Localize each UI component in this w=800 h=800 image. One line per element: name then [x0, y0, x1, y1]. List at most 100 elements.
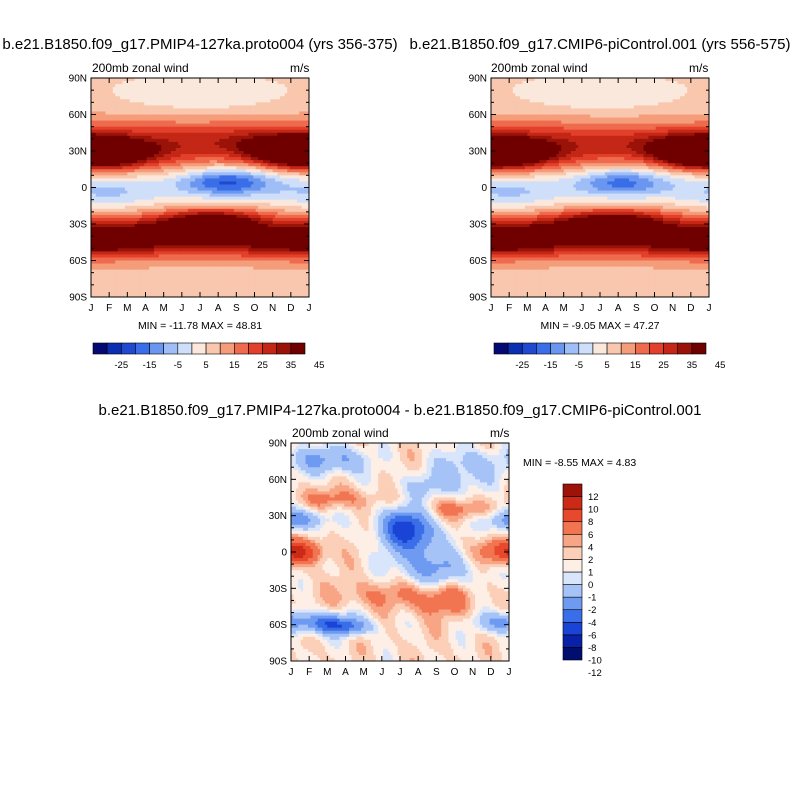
colorbar-label: -5 [575, 360, 583, 371]
colorbar-label: -1 [588, 593, 596, 604]
colorbar-label: -5 [174, 360, 182, 371]
colorbar-box [562, 634, 583, 648]
y-tick-label: 30S [69, 220, 87, 231]
x-tick-label: J [379, 667, 384, 678]
colorbar-box [562, 546, 583, 560]
colorbar-box [493, 342, 509, 355]
colorbar-box [290, 342, 306, 355]
colorbar-box [562, 584, 583, 598]
x-tick-label: J [198, 303, 203, 314]
colorbar-box [562, 483, 583, 497]
colorbar-label: 25 [658, 360, 669, 371]
colorbar-box [163, 342, 179, 355]
x-tick-label: S [233, 303, 240, 314]
colorbar-box [562, 571, 583, 585]
colorbar-label: 35 [687, 360, 698, 371]
y-tick-label: 60N [469, 110, 487, 121]
x-tick-label: J [489, 303, 494, 314]
colorbar-box [276, 342, 292, 355]
panel3-left-label: 200mb zonal wind [292, 426, 389, 440]
colorbar-box [205, 342, 221, 355]
x-tick-label: N [669, 303, 676, 314]
heatmap-cells [91, 78, 310, 298]
colorbar-box [562, 647, 583, 661]
x-tick-label: M [523, 303, 531, 314]
y-tick-label: 0 [481, 183, 487, 194]
colorbar-label: -10 [588, 656, 602, 667]
x-tick-label: O [451, 667, 459, 678]
colorbar-label: 2 [588, 555, 593, 566]
y-tick-label: 0 [81, 183, 87, 194]
colorbar-box [92, 342, 108, 355]
x-tick-label: J [707, 303, 712, 314]
x-tick-label: S [433, 667, 440, 678]
colorbar-box [219, 342, 235, 355]
x-tick-label: O [651, 303, 659, 314]
colorbar-box [521, 342, 537, 355]
x-tick-label: N [469, 667, 476, 678]
colorbar-label: -25 [515, 360, 529, 371]
colorbar-label: 5 [604, 360, 609, 371]
x-tick-label: D [487, 667, 494, 678]
panel2-stats: MIN = -9.05 MAX = 47.27 [540, 320, 660, 332]
x-tick-label: A [542, 303, 549, 314]
x-tick-label: A [142, 303, 149, 314]
colorbar-box [234, 342, 249, 355]
colorbar-label: 10 [588, 505, 599, 516]
colorbar-box [149, 342, 164, 355]
colorbar-label: 12 [588, 492, 599, 503]
colorbar-box [562, 496, 583, 510]
colorbar-label: 4 [588, 542, 593, 553]
y-tick-label: 30N [269, 511, 287, 522]
colorbar-box [248, 342, 263, 355]
x-tick-label: J [598, 303, 603, 314]
y-tick-label: 60N [69, 110, 87, 121]
x-tick-label: J [579, 303, 584, 314]
colorbar-box [663, 342, 679, 355]
y-tick-label: 30N [69, 147, 87, 158]
colorbar-box [562, 621, 583, 636]
y-tick-label: 90N [469, 74, 487, 85]
colorbar-label: 5 [203, 360, 208, 371]
x-tick-label: M [323, 667, 331, 678]
x-tick-label: J [179, 303, 184, 314]
y-tick-label: 60S [69, 256, 87, 267]
x-tick-label: S [633, 303, 640, 314]
colorbar-label: -15 [143, 360, 157, 371]
colorbar-box [120, 342, 136, 355]
colorbar-label: -15 [544, 360, 558, 371]
x-tick-label: A [342, 667, 349, 678]
x-tick-label: D [287, 303, 294, 314]
x-tick-label: J [289, 667, 294, 678]
colorbar-box [606, 342, 622, 355]
x-tick-label: F [306, 667, 312, 678]
colorbar-box [550, 342, 565, 355]
y-tick-label: 60S [469, 256, 487, 267]
y-tick-label: 90N [69, 74, 87, 85]
panel3-stats: MIN = -8.55 MAX = 4.83 [523, 457, 637, 469]
colorbar-label: -8 [588, 643, 596, 654]
colorbar-box [635, 342, 650, 355]
colorbar-label: 45 [715, 360, 726, 371]
x-tick-label: A [415, 667, 422, 678]
x-tick-label: A [215, 303, 222, 314]
colorbar-label: -25 [114, 360, 128, 371]
colorbar-label: -12 [588, 668, 602, 679]
colorbar-box [562, 533, 583, 548]
colorbar-box [592, 342, 608, 355]
panel1-left-label: 200mb zonal wind [92, 61, 189, 75]
colorbar-label: 15 [630, 360, 641, 371]
y-tick-label: 90S [469, 293, 487, 304]
x-tick-label: J [89, 303, 94, 314]
colorbar-box [177, 342, 193, 355]
panel2-left-label: 200mb zonal wind [491, 61, 588, 75]
y-tick-label: 60S [269, 620, 287, 631]
colorbar-label: 1 [588, 568, 593, 579]
x-tick-label: O [251, 303, 259, 314]
colorbar-box [578, 342, 594, 355]
x-tick-label: J [507, 667, 512, 678]
x-tick-label: J [398, 667, 403, 678]
x-tick-label: M [123, 303, 131, 314]
y-tick-label: 30S [269, 584, 287, 595]
